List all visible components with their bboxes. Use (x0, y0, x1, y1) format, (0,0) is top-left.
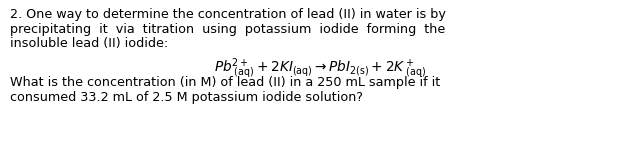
Text: consumed 33.2 mL of 2.5 M potassium iodide solution?: consumed 33.2 mL of 2.5 M potassium iodi… (10, 91, 363, 104)
Text: What is the concentration (in M) of lead (II) in a 250 mL sample if it: What is the concentration (in M) of lead… (10, 76, 440, 89)
Text: $\mathit{Pb}^{2+}_{\ \mathrm{(aq)}} + 2\mathit{KI}_{\mathrm{(aq)}} \rightarrow \: $\mathit{Pb}^{2+}_{\ \mathrm{(aq)}} + 2\… (214, 57, 426, 81)
Text: precipitating  it  via  titration  using  potassium  iodide  forming  the: precipitating it via titration using pot… (10, 23, 445, 36)
Text: insoluble lead (II) iodide:: insoluble lead (II) iodide: (10, 37, 168, 50)
Text: 2. One way to determine the concentration of lead (II) in water is by: 2. One way to determine the concentratio… (10, 8, 446, 21)
